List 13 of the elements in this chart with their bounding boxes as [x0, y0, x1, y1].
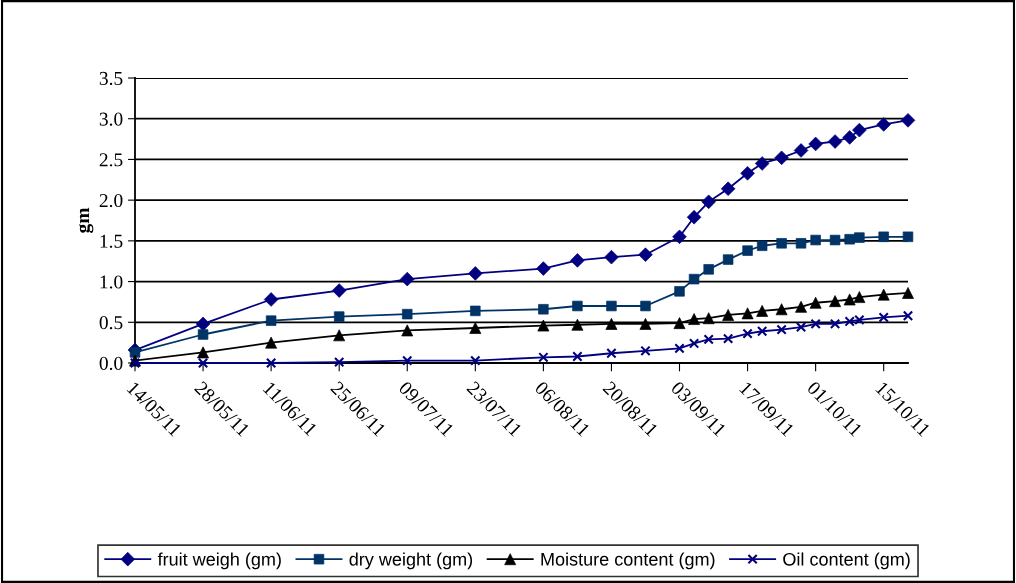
legend-label: Moisture content (gm) — [541, 552, 715, 570]
legend-label: dry weight (gm) — [349, 552, 473, 570]
y-tick-label: 3.0 — [99, 112, 123, 126]
y-tick-label: 2.5 — [99, 153, 123, 167]
y-tick-label: 1.5 — [100, 234, 123, 248]
y-tick-label: 3.5 — [99, 71, 123, 86]
legend-label: Oil content (gm) — [783, 552, 910, 570]
y-tick-label: 1.0 — [100, 275, 123, 289]
y-tick-label: 0.0 — [99, 356, 123, 371]
y-axis-title: gm — [79, 207, 94, 233]
y-tick-label: 2.0 — [99, 193, 123, 208]
y-tick-label: 0.5 — [99, 316, 123, 330]
legend-label: fruit weigh (gm) — [157, 552, 281, 570]
